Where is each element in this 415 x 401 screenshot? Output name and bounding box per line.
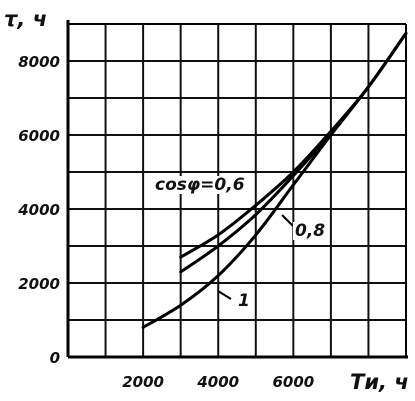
y-tick-label: 4000 bbox=[17, 201, 60, 219]
series-label-cosphi-1: 1 bbox=[238, 291, 250, 311]
series-label-background bbox=[293, 222, 328, 240]
x-tick-label: 4000 bbox=[196, 373, 239, 391]
axes bbox=[66, 20, 408, 359]
series-label-leader bbox=[217, 290, 232, 300]
series-label-leader bbox=[281, 214, 294, 227]
series-lines bbox=[141, 31, 408, 329]
series-label-cosphi-0-6: cosφ=0,6 bbox=[155, 175, 245, 195]
x-axis-title: Tи, ч bbox=[350, 370, 409, 394]
grid bbox=[68, 24, 406, 357]
x-tick-label: 2000 bbox=[122, 373, 164, 391]
series-line-cosphi-1 bbox=[141, 31, 408, 329]
series-label-background bbox=[236, 292, 252, 310]
y-tick-label: 8000 bbox=[18, 53, 60, 71]
series-label-background bbox=[153, 176, 247, 194]
y-axis-title: τ, ч bbox=[4, 7, 47, 31]
y-tick-label: 6000 bbox=[18, 127, 60, 145]
y-tick-label: 0 bbox=[50, 349, 60, 367]
tick-labels: 2000 4000 6000 0 2000 4000 6000 8000 bbox=[17, 53, 314, 391]
x-tick-label: 6000 bbox=[272, 373, 314, 391]
y-tick-label: 2000 bbox=[18, 275, 60, 293]
series-labels: cosφ=0,6 0,8 1 bbox=[153, 175, 328, 311]
series-label-cosphi-0-8: 0,8 bbox=[295, 221, 325, 241]
